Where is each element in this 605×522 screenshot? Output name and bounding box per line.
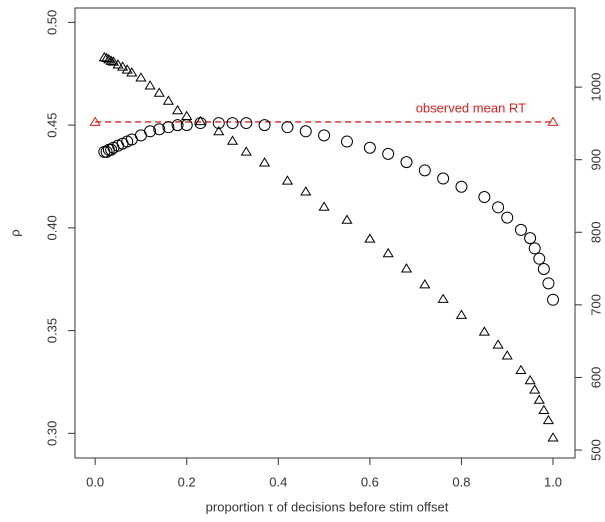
circle-point [492, 201, 505, 214]
y2-tick-label: 500 [588, 439, 603, 461]
x-tick-label: 0.6 [361, 474, 379, 489]
circle-point [258, 119, 271, 132]
triangle-point [300, 186, 312, 196]
triangle-point [364, 233, 376, 243]
circle-point [363, 141, 376, 154]
circle-point [105, 143, 118, 156]
circle-point [318, 129, 331, 142]
triangle-point [100, 52, 113, 62]
triangle-point [501, 350, 513, 360]
triangle-point [258, 157, 271, 167]
triangle-point [153, 87, 165, 97]
circle-point [400, 156, 413, 169]
y2-tick-label: 600 [588, 367, 603, 389]
triangle-point [419, 279, 431, 289]
circle-point [542, 277, 555, 290]
y-tick-label: 0.35 [44, 318, 59, 343]
circle-point [524, 232, 537, 245]
circle-point [514, 223, 527, 236]
triangle-point [98, 51, 110, 62]
triangle-point [547, 432, 559, 442]
circle-point [478, 191, 491, 204]
y2-tick-label: 800 [588, 221, 603, 243]
triangle-point [162, 95, 175, 105]
y2-tick-label: 900 [588, 149, 603, 171]
triangle-point [524, 374, 536, 385]
triangle-point [318, 201, 330, 211]
triangle-point [240, 146, 252, 156]
triangle-point [529, 384, 541, 394]
circle-point [547, 293, 560, 306]
triangle-point [226, 135, 239, 145]
y2-tick-label: 1000 [588, 73, 603, 102]
circle-point [501, 211, 514, 224]
circle-point [162, 121, 175, 134]
circle-point [455, 180, 468, 193]
triangle-point [103, 54, 115, 64]
circle-point [240, 117, 253, 130]
reference-label: observed mean RT [416, 100, 526, 115]
triangle-point [382, 247, 394, 258]
triangle-point [194, 115, 207, 126]
triangle-point [144, 80, 156, 90]
circle-point [171, 119, 184, 132]
circle-point [144, 125, 157, 138]
circle-point [418, 164, 431, 177]
triangle-point [171, 104, 184, 115]
circle-point [212, 117, 225, 130]
triangle-point [400, 263, 413, 273]
triangle-point [112, 59, 124, 69]
circle-point [537, 262, 550, 275]
triangle-point [341, 214, 353, 224]
circle-point [226, 117, 239, 130]
triangle-point [213, 125, 225, 136]
x-tick-label: 0.8 [452, 474, 470, 489]
y-tick-label: 0.40 [44, 215, 59, 240]
circle-point [153, 123, 166, 136]
triangle-point [107, 56, 120, 66]
triangle-point [121, 64, 133, 74]
circle-point [382, 147, 395, 160]
reference-marker [547, 116, 559, 126]
circle-point [299, 125, 312, 138]
triangle-point [455, 309, 468, 319]
y-tick-label: 0.30 [44, 421, 59, 446]
x-tick-label: 0.0 [86, 474, 104, 489]
x-tick-label: 1.0 [544, 474, 562, 489]
circle-point [437, 172, 450, 185]
triangle-point [181, 110, 193, 121]
triangle-point [533, 394, 545, 404]
y-tick-label: 0.45 [44, 112, 59, 137]
y-axis-label: ρ [7, 229, 22, 236]
x-axis-label: proportion τ of decisions before stim of… [206, 499, 449, 514]
reference-marker [89, 116, 101, 126]
triangle-point [105, 55, 117, 65]
y-tick-label: 0.50 [44, 10, 59, 35]
triangle-point [437, 293, 449, 303]
triangle-point [126, 67, 138, 77]
triangle-point [542, 414, 555, 425]
x-tick-label: 0.2 [178, 474, 196, 489]
y2-tick-label: 700 [588, 294, 603, 316]
circle-point [533, 252, 546, 265]
circle-point [528, 242, 541, 255]
circle-point [281, 121, 294, 134]
triangle-point [117, 61, 129, 71]
triangle-point [538, 404, 550, 414]
triangle-point [478, 326, 490, 336]
circle-point [340, 135, 353, 148]
triangle-point [135, 72, 147, 82]
triangle-point [281, 175, 294, 185]
x-tick-label: 0.4 [269, 474, 287, 489]
triangle-point [515, 364, 527, 375]
plot-frame [74, 7, 576, 459]
triangle-point [492, 339, 504, 349]
